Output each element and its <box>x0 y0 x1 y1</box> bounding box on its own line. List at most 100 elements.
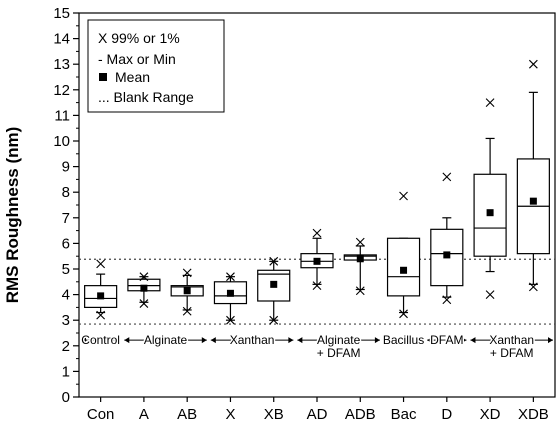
y-tick-label: 13 <box>53 56 70 73</box>
mean-marker <box>97 292 105 300</box>
p99-marker <box>485 98 495 107</box>
y-axis-title: RMS Roughness (nm) <box>3 127 22 304</box>
box-group <box>257 256 291 325</box>
p99-marker <box>182 268 192 278</box>
box-group <box>430 172 464 305</box>
group-arrow-left <box>470 337 476 344</box>
mean-marker <box>486 209 494 217</box>
p99-marker <box>139 272 149 282</box>
legend-box <box>87 19 225 113</box>
group-label: Bacillus <box>383 333 424 347</box>
p1-marker <box>399 309 408 319</box>
group-label: + DFAM <box>490 346 534 360</box>
group-label: Xanthan <box>489 333 534 347</box>
y-tick-label: 14 <box>53 31 70 48</box>
p99-marker <box>226 272 235 282</box>
group-arrow-left <box>427 337 433 344</box>
group-arrow-right <box>461 337 467 344</box>
group-label: Alginate <box>144 333 188 347</box>
mean-marker <box>226 289 234 297</box>
x-tick-label: AB <box>177 406 197 423</box>
mean-marker <box>270 280 278 288</box>
box-group <box>386 191 421 319</box>
p99-marker <box>399 191 408 201</box>
mean-marker <box>183 287 191 295</box>
group-label: Alginate <box>317 333 361 347</box>
boxes <box>84 59 550 325</box>
box-group <box>516 59 550 292</box>
p1-marker <box>226 315 235 325</box>
box-group <box>473 98 507 299</box>
x-tick-label: AD <box>307 406 328 423</box>
p99-marker <box>442 172 452 182</box>
p99-marker <box>528 59 538 69</box>
group-arrow-left <box>210 337 216 344</box>
x-tick-label: Con <box>87 406 115 423</box>
p1-marker <box>139 299 149 308</box>
y-tick-label: 10 <box>53 133 70 150</box>
group: Alginate+ DFAM <box>297 332 380 360</box>
x-tick-label: XDB <box>518 406 549 423</box>
mean-marker <box>529 197 537 205</box>
box-group <box>170 268 204 316</box>
p99-marker <box>355 237 365 247</box>
mean-marker <box>400 266 408 274</box>
legend-entry-mean: Mean <box>115 69 150 85</box>
p1-marker <box>312 281 322 291</box>
group-arrow-right <box>374 337 380 344</box>
legend-entry-maxmin: - Max or Min <box>98 51 176 67</box>
y-tick-label: 15 <box>53 5 70 22</box>
y-tick-label: 12 <box>53 82 70 99</box>
group: DFAM <box>427 332 467 349</box>
group: Xanthan+ DFAM <box>470 332 553 360</box>
p1-marker <box>355 286 365 296</box>
p1-marker <box>485 290 495 299</box>
legend-entry-percentile: X 99% or 1% <box>98 30 180 46</box>
reference-lines <box>79 258 555 325</box>
group-label: + DFAM <box>317 346 361 360</box>
box-group <box>300 228 334 291</box>
group-arrow-left <box>383 337 389 344</box>
x-tick-label: ADB <box>345 406 376 423</box>
x-tick-label: A <box>139 406 149 423</box>
y-tick-label: 0 <box>62 389 70 406</box>
box-group <box>84 259 118 320</box>
iqr-box <box>473 173 507 257</box>
group-arrow-right <box>115 337 121 344</box>
group-label: DFAM <box>430 333 463 347</box>
group-arrow-left <box>81 337 86 344</box>
x-tick-label: D <box>441 406 452 423</box>
p1-marker <box>96 310 106 320</box>
group-label-band <box>80 328 554 371</box>
group: Xanthan <box>210 332 294 349</box>
y-tick-label: 1 <box>62 363 70 380</box>
legend: X 99% or 1% - Max or Min Mean ... Blank Ran… <box>87 19 225 113</box>
x-tick-label: XD <box>480 406 501 423</box>
y-tick-label: 2 <box>62 338 70 355</box>
group: Control <box>80 332 122 349</box>
p99-marker <box>312 228 322 238</box>
y-tick-label: 4 <box>62 287 70 304</box>
x-tick-label: XB <box>264 406 284 423</box>
group-arrow-right <box>201 337 207 344</box>
mean-marker <box>140 284 148 292</box>
group-arrow-right <box>418 337 424 344</box>
mean-marker <box>443 251 451 259</box>
group-labels: Control Alginate Xanthan Alginate+ DFAMBaci… <box>80 328 554 371</box>
group-arrow-right <box>548 337 553 344</box>
y-tick-label: 5 <box>62 261 70 278</box>
group-arrow-right <box>288 337 294 344</box>
y-tick-label: 8 <box>62 184 70 201</box>
group: Bacillus <box>381 332 425 349</box>
mean-marker <box>356 255 364 263</box>
p99-marker <box>96 259 106 269</box>
box-group <box>343 237 377 296</box>
x-tick-label: Bac <box>391 406 417 423</box>
p1-marker <box>269 315 279 325</box>
y-tick-label: 11 <box>54 107 70 124</box>
p1-marker <box>528 282 538 292</box>
group: Alginate <box>124 332 207 349</box>
y-tick-label: 9 <box>62 159 70 176</box>
mean-marker <box>313 257 321 265</box>
